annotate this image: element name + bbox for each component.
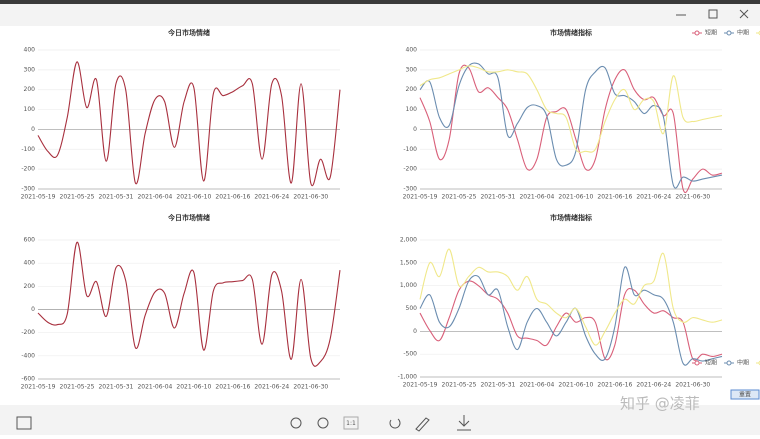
y-tick-label: 200 [24,283,36,290]
x-tick-label: 2021-05-19 [403,194,438,201]
y-tick-label: 100 [24,106,36,113]
y-tick-label: -500 [403,351,417,358]
chart-title: 市场情绪指标 [550,28,592,37]
legend-marker [726,30,732,36]
chart-title: 市场情绪指标 [550,213,592,222]
x-tick-label: 2021-06-16 [215,384,250,391]
x-tick-label: 2021-06-04 [519,382,554,389]
toolbar [0,405,760,435]
x-tick-label: 2021-05-25 [442,194,477,201]
y-tick-label: 300 [406,66,418,73]
y-tick-label: 100 [406,106,418,113]
y-tick-label: -300 [21,186,35,193]
legend-label: 中期 [737,359,749,367]
y-tick-label: -600 [21,376,35,383]
x-tick-label: 2021-06-24 [636,382,671,389]
line-series [419,248,723,346]
maximize-button[interactable] [708,9,718,19]
y-tick-label: -200 [403,166,417,173]
line-series [37,241,341,367]
x-tick-label: 2021-05-31 [480,194,515,201]
watermark: 知乎 @凌菲 [620,395,700,413]
x-tick-label: 2021-05-31 [98,384,133,391]
y-tick-label: -200 [21,329,35,336]
x-tick-label: 2021-05-25 [442,382,477,389]
x-tick-label: 2021-06-30 [293,384,328,391]
legend-marker [694,30,700,36]
y-tick-label: 300 [24,66,36,73]
x-tick-label: 2021-06-10 [176,194,211,201]
y-tick-label: 1,000 [400,282,417,289]
actual-size-button[interactable] [343,416,359,430]
line-series [37,61,341,187]
legend-label: 短期 [705,359,717,367]
thumbnail-button[interactable] [16,416,32,430]
line-series [419,62,723,189]
actual-size-label: 1:1 [346,420,356,427]
y-tick-label: -400 [21,352,35,359]
x-tick-label: 2021-06-16 [597,382,632,389]
y-tick-label: 200 [406,86,418,93]
y-tick-label: 0 [413,126,417,133]
chart-title: 今日市场情绪 [167,28,210,37]
x-tick-label: 2021-05-31 [480,382,515,389]
x-tick-label: 2021-06-30 [675,382,710,389]
reset-label[interactable]: 重置 [739,391,751,399]
line-series [419,64,723,194]
y-tick-label: 0 [31,126,35,133]
x-tick-label: 2021-05-19 [21,194,56,201]
legend-marker [694,360,700,366]
x-tick-label: 2021-05-31 [98,194,133,201]
x-tick-label: 2021-06-16 [597,194,632,201]
y-tick-label: 500 [406,305,418,312]
y-tick-label: 400 [24,47,36,54]
y-tick-label: -100 [21,146,35,153]
reset-button[interactable] [730,389,760,400]
y-tick-label: -300 [403,186,417,193]
y-tick-label: -1,000 [398,374,418,381]
download-button[interactable] [457,415,471,431]
x-tick-label: 2021-06-24 [636,194,671,201]
y-tick-label: 400 [406,47,418,54]
y-tick-label: -200 [21,166,35,173]
x-tick-label: 2021-06-24 [254,194,289,201]
zoom-out-button[interactable] [317,417,329,429]
y-tick-label: 0 [31,306,35,313]
zoom-in-button[interactable] [290,417,302,429]
y-tick-label: 200 [24,86,36,93]
x-tick-label: 2021-05-19 [403,382,438,389]
rotate-button[interactable] [389,418,401,429]
title-bar [0,4,760,26]
y-tick-label: 2,000 [400,237,417,244]
x-tick-label: 2021-06-04 [137,194,172,201]
x-tick-label: 2021-06-04 [519,194,554,201]
top-strip [0,0,760,4]
x-tick-label: 2021-06-10 [558,382,593,389]
x-tick-label: 2021-06-16 [215,194,250,201]
close-button[interactable] [739,9,749,19]
chart-title: 今日市场情绪 [167,213,210,222]
line-series [419,280,723,361]
line-series [419,65,723,153]
x-tick-label: 2021-05-19 [21,384,56,391]
y-tick-label: 1,500 [400,259,417,266]
legend-marker [726,360,732,366]
x-tick-label: 2021-06-30 [293,194,328,201]
x-tick-label: 2021-05-25 [60,384,95,391]
x-tick-label: 2021-06-30 [675,194,710,201]
y-tick-label: -100 [403,146,417,153]
x-tick-label: 2021-06-10 [558,194,593,201]
x-tick-label: 2021-06-04 [137,384,172,391]
y-tick-label: 600 [24,237,36,244]
edit-button[interactable] [415,417,430,432]
y-tick-label: 0 [413,328,417,335]
x-tick-label: 2021-06-24 [254,384,289,391]
x-tick-label: 2021-06-10 [176,384,211,391]
y-tick-label: 400 [24,260,36,267]
legend-label: 中期 [737,29,749,37]
x-tick-label: 2021-05-25 [60,194,95,201]
legend-label: 短期 [705,29,717,37]
